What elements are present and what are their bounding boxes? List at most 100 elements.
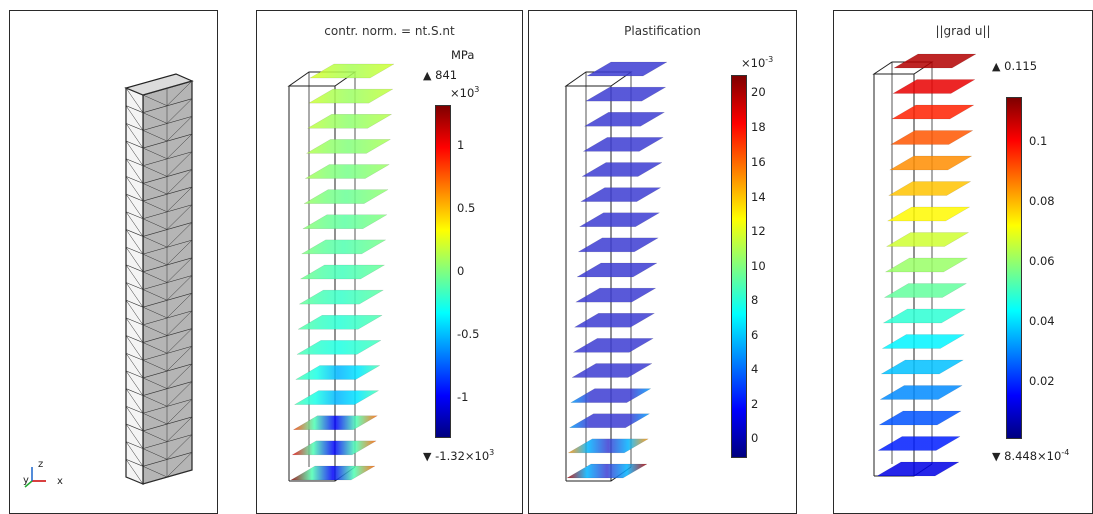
mesh-edge xyxy=(166,257,193,283)
slice-plane xyxy=(889,130,974,145)
slice-plane xyxy=(300,239,387,255)
mesh-edge xyxy=(166,151,193,177)
mesh-edge xyxy=(166,434,193,460)
plast-tick-label: 12 xyxy=(751,224,766,238)
mesh-edge xyxy=(125,87,144,113)
plast-tick-label: 18 xyxy=(751,120,766,134)
mesh-edge xyxy=(142,130,168,142)
slice-plane xyxy=(306,114,393,129)
slice-plane xyxy=(581,162,663,177)
mesh-edge xyxy=(125,476,144,485)
mesh-edge xyxy=(142,416,193,432)
stress-title: contr. norm. = nt.S.nt xyxy=(324,24,455,38)
mesh-edge xyxy=(142,200,168,213)
mesh-edge xyxy=(142,345,193,361)
axis-label-y: y xyxy=(23,475,29,486)
mesh-edge xyxy=(166,239,193,265)
mesh-edge xyxy=(125,87,144,96)
mesh-edge xyxy=(142,359,168,372)
slice-plane xyxy=(574,287,657,303)
mesh-edge xyxy=(142,94,168,106)
mesh-edge xyxy=(166,399,193,425)
slice-plane xyxy=(892,79,976,94)
stress-scale-factor: ×103 xyxy=(450,85,480,100)
slice-plane xyxy=(567,438,650,454)
mesh-edge xyxy=(125,158,144,184)
plast-colorbar xyxy=(731,75,747,458)
mesh-edge xyxy=(166,381,193,407)
mesh-edge xyxy=(125,282,144,308)
mesh-edge xyxy=(142,328,193,343)
grad-min-value: 8.448×10 xyxy=(1004,448,1062,463)
plast-tick-label: 4 xyxy=(751,362,759,376)
slice-plane xyxy=(566,463,648,479)
grad-tick-label: 0.04 xyxy=(1029,314,1055,328)
mesh-edge xyxy=(125,123,144,149)
mesh-edge xyxy=(125,264,144,290)
grad-tick-label: 0.06 xyxy=(1029,254,1055,268)
mesh-edge xyxy=(125,423,144,432)
slice-plane xyxy=(573,313,656,328)
plast-tick-label: 14 xyxy=(751,190,766,204)
mesh-edge xyxy=(125,176,144,202)
mesh-edge xyxy=(142,253,168,266)
slice-plane xyxy=(294,365,381,380)
mesh-panel: z y x xyxy=(9,10,218,514)
slice-plane xyxy=(583,112,666,127)
stress-colorbar xyxy=(435,105,451,438)
mesh-edge xyxy=(142,469,193,485)
mesh-edge xyxy=(142,306,168,319)
mesh-edge xyxy=(142,169,193,184)
mesh-edge xyxy=(142,183,168,195)
mesh-edge xyxy=(142,466,168,478)
stress-min-value: -1.32×10 xyxy=(435,448,490,463)
mesh-edge xyxy=(166,328,193,354)
mesh-edge xyxy=(125,123,144,131)
mesh-edge xyxy=(125,229,144,237)
slice-plane xyxy=(890,104,975,120)
slice-plane xyxy=(296,340,382,355)
mesh-edge xyxy=(142,204,193,220)
mesh-edge xyxy=(125,406,144,432)
mesh-edge xyxy=(166,169,193,195)
mesh-edge xyxy=(142,363,193,379)
stress-tick-label: -0.5 xyxy=(457,327,480,341)
slice-plane xyxy=(578,212,661,227)
slice-plane xyxy=(582,137,665,152)
grad-min-label: ▼ 8.448×10-4 xyxy=(992,448,1070,463)
stress-min-label: ▼ -1.32×103 xyxy=(423,448,495,463)
mesh-edge xyxy=(166,363,193,389)
mesh-edge xyxy=(166,416,193,442)
slice-plane xyxy=(298,289,385,305)
mesh-edge xyxy=(125,176,144,184)
mesh-edge xyxy=(166,204,193,230)
mesh-edge xyxy=(125,317,144,326)
stress-max-value: 841 xyxy=(435,68,458,82)
mesh-edge xyxy=(142,342,168,354)
slice-plane xyxy=(301,214,388,229)
slice-plane xyxy=(579,187,662,202)
mesh-edge xyxy=(142,151,193,167)
mesh-edge xyxy=(125,388,144,396)
mesh-edge xyxy=(142,271,168,283)
slice-plane xyxy=(293,390,380,405)
grad-title: ||grad u|| xyxy=(935,24,991,38)
slice-plane xyxy=(885,232,970,247)
axis-label-z: z xyxy=(38,459,44,470)
mesh-edge xyxy=(125,264,144,273)
mesh-edge xyxy=(125,441,144,449)
stress-tick-label: 0.5 xyxy=(457,201,476,215)
mesh-edge xyxy=(142,448,168,460)
slice-plane xyxy=(292,415,379,430)
mesh-edge xyxy=(125,300,144,326)
min-marker-icon: ▼ xyxy=(992,449,1001,463)
slice-plane xyxy=(886,206,971,222)
grad-view xyxy=(872,53,977,477)
plast-view xyxy=(564,61,668,482)
mesh-edge xyxy=(125,370,144,379)
slice-plane xyxy=(297,315,384,330)
mesh-edge xyxy=(125,246,144,255)
mesh-edge xyxy=(142,289,168,301)
mesh-edge xyxy=(142,98,193,113)
stress-unit: MPa xyxy=(451,48,475,62)
